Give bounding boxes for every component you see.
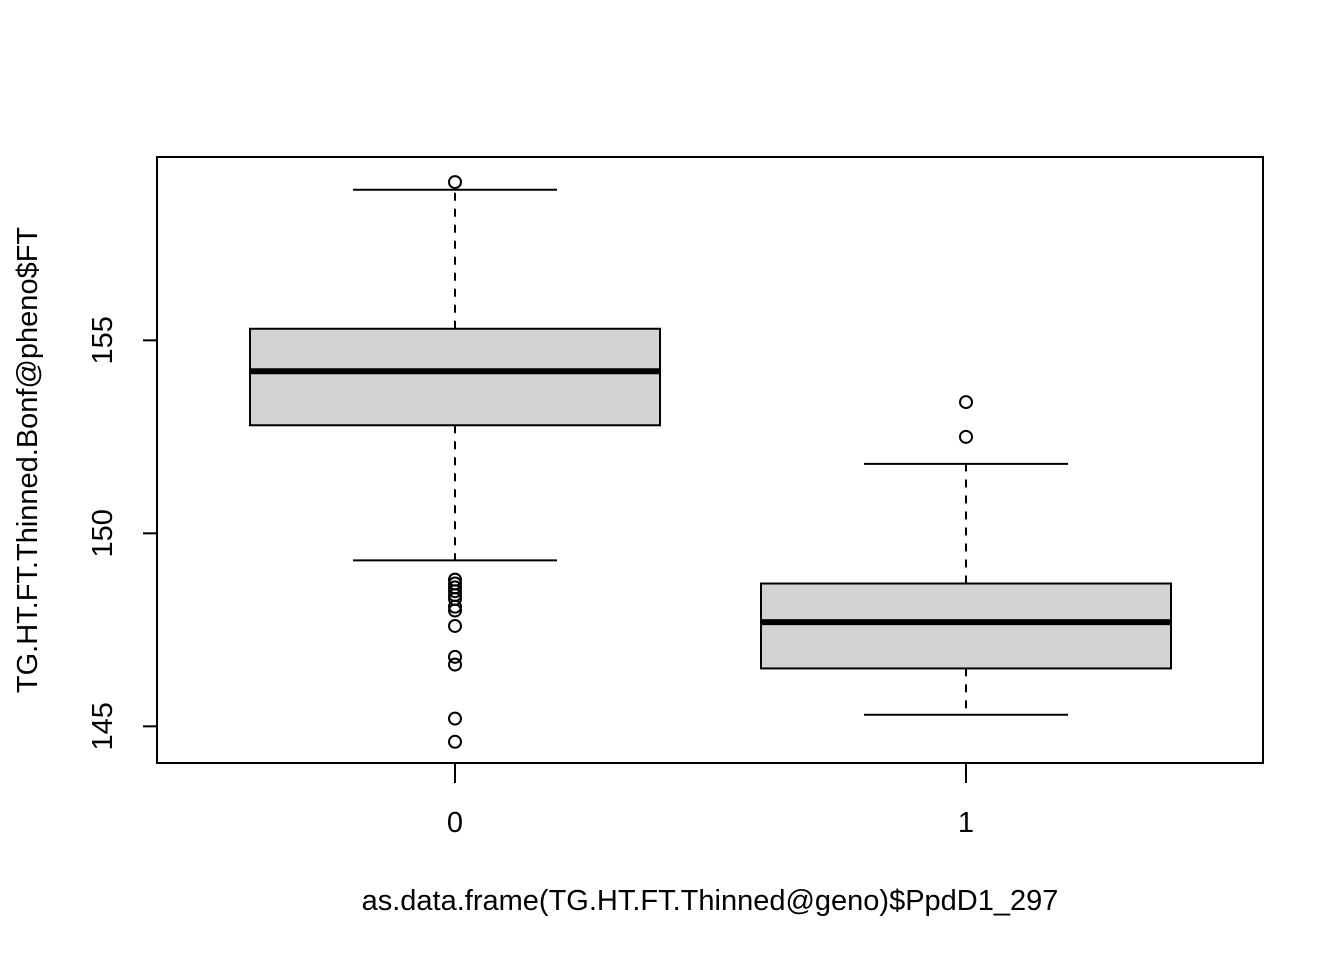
outlier-point [959,395,973,410]
iqr-box [249,327,661,427]
box-group-1 [760,395,1172,716]
outlier-point [448,657,462,672]
outlier-point [448,603,462,618]
outlier-point [448,175,462,190]
outlier-point [448,734,462,749]
y-axis: 145 150 155 [87,316,157,751]
x-tick-label: 0 [447,807,463,839]
outlier-point [448,599,462,614]
box-group-0 [249,175,661,749]
outlier-point [448,618,462,633]
x-tick-label: 1 [958,807,974,839]
plot-frame [156,156,1264,764]
y-tick-label: 150 [87,509,119,557]
outlier-point [448,711,462,726]
y-tick-label: 155 [87,316,119,364]
y-tick-label: 145 [87,702,119,750]
iqr-box [760,582,1172,670]
outlier-point [448,649,462,664]
outlier-point [959,429,973,444]
y-axis-label: TG.HT.FT.Thinned.Bonf@pheno$FT [12,227,44,694]
x-axis-label: as.data.frame(TG.HT.FT.Thinned@geno)$Ppd… [362,885,1059,917]
outlier-point [448,584,462,599]
